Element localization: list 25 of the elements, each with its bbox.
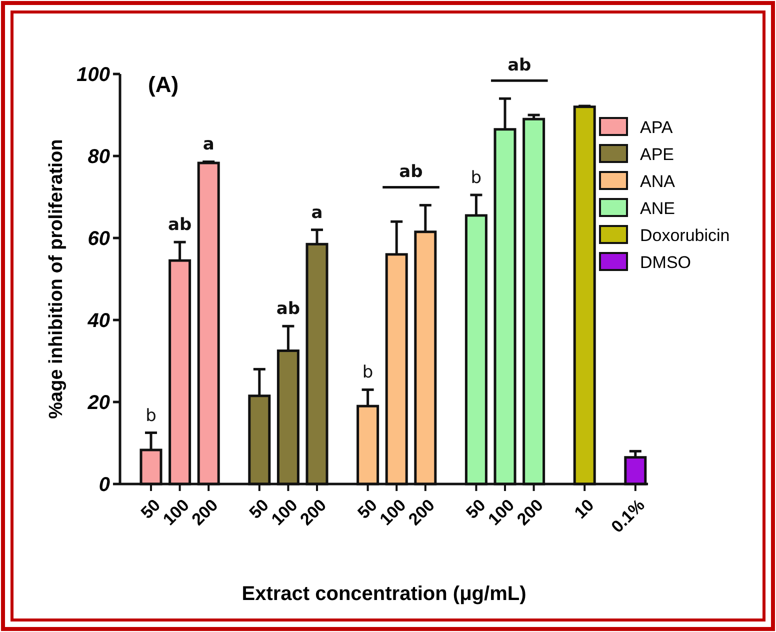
legend-label: ANA (640, 172, 676, 191)
y-axis-title: %age inhibition of proliferation (46, 139, 67, 419)
y-tick-label: 100 (76, 64, 110, 86)
annotation: a (202, 134, 214, 155)
y-tick-label: 40 (86, 310, 110, 332)
y-tick-label: 80 (88, 146, 110, 168)
annotation: ab (508, 56, 532, 76)
annotation: b (146, 406, 156, 426)
x-axis-title: Extract concentration (μg/mL) (242, 583, 526, 605)
y-tick-label: 20 (86, 392, 110, 414)
legend-label: ANE (640, 198, 675, 218)
annotation: a (311, 202, 323, 223)
legend-label: APE (640, 144, 674, 164)
x-tick-label: 10 (570, 496, 598, 522)
legend-label: Doxorubicin (640, 226, 730, 245)
y-tick-label: 60 (88, 228, 110, 250)
annotation: b (362, 362, 374, 383)
legend-label: DMSO (640, 252, 691, 272)
annotation: b (470, 168, 482, 188)
legend-label: APA (640, 118, 674, 137)
annotation: ab (168, 215, 192, 236)
annotation: ab (276, 299, 300, 320)
chart-title: (A) (148, 72, 179, 97)
y-tick-label: 0 (98, 474, 110, 496)
annotation: ab (399, 162, 423, 182)
